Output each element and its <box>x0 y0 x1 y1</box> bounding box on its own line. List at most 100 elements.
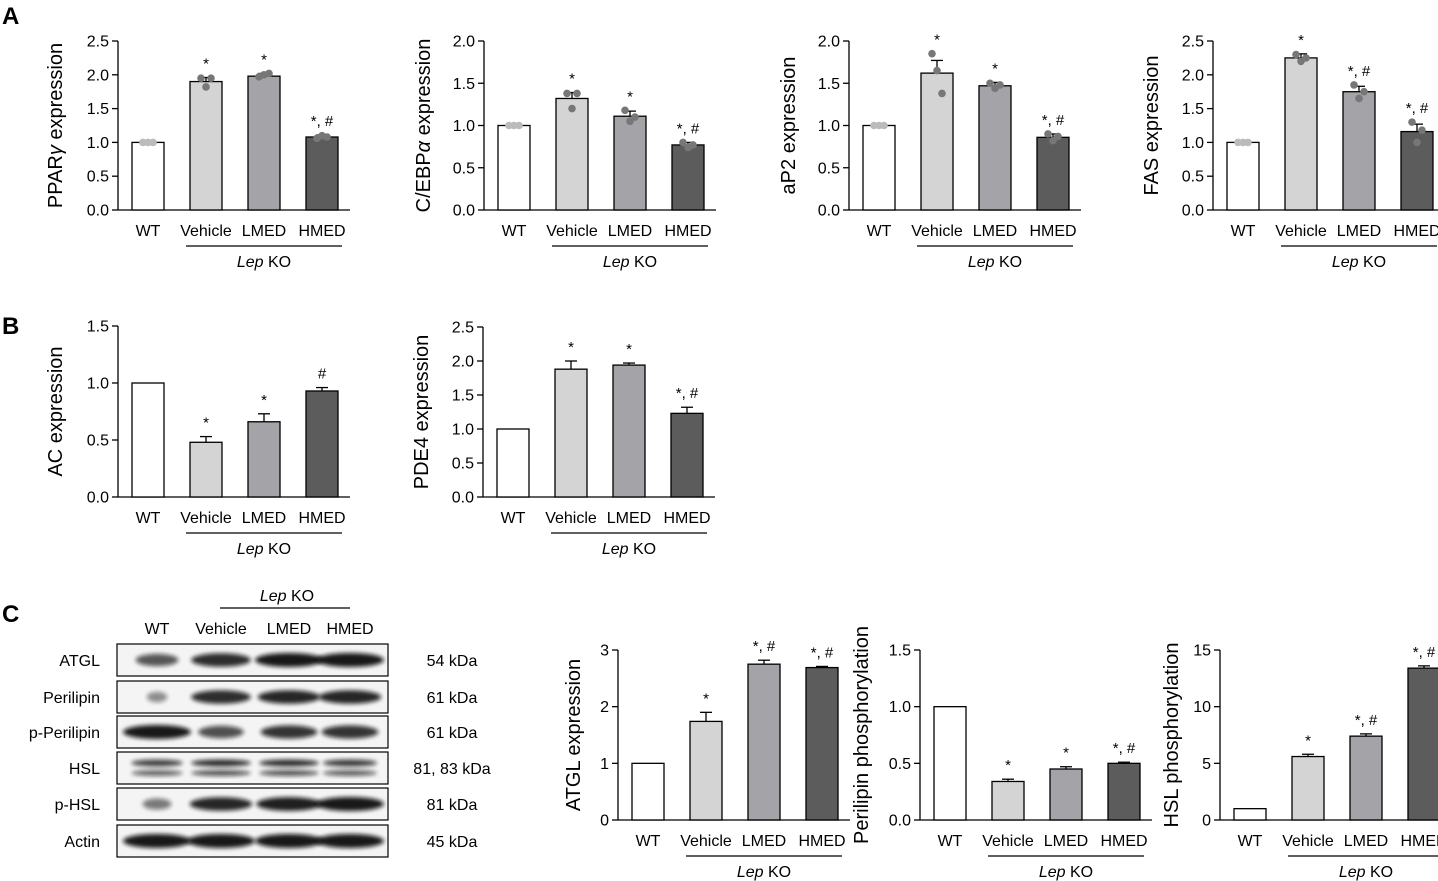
blot-band <box>135 653 179 667</box>
blot-band <box>198 725 244 739</box>
blot-band <box>323 770 377 776</box>
y-tick-label: 0.0 <box>452 490 474 507</box>
blot-band <box>131 759 183 767</box>
blot-band <box>323 759 377 767</box>
x-tick-label: HMED <box>664 223 711 240</box>
data-point <box>197 74 205 82</box>
significance-label: *, # <box>753 638 776 655</box>
bar-hmed <box>671 144 705 211</box>
x-tick-label: WT <box>501 510 526 527</box>
y-axis-label-part: expression <box>413 39 435 141</box>
data-point <box>323 133 331 141</box>
bar-lmed <box>978 85 1012 211</box>
data-point <box>515 121 523 130</box>
data-point <box>1244 138 1252 147</box>
significance-label: * <box>203 56 209 73</box>
blot-band <box>123 725 191 739</box>
y-axis-label: FAS expression <box>1141 55 1163 195</box>
significance-label: * <box>568 339 574 356</box>
y-tick-label: 0.5 <box>452 456 474 473</box>
significance-label: * <box>261 392 267 409</box>
y-tick-label: 0.0 <box>818 203 840 220</box>
significance-label: *, # <box>1113 740 1136 757</box>
y-tick-label: 0.0 <box>87 490 109 507</box>
y-tick-label: 2 <box>600 699 609 716</box>
y-tick-label: 1.0 <box>453 118 475 135</box>
blot-band <box>146 691 168 703</box>
blot-group-italic: Lep <box>260 588 287 605</box>
group-label-rest: KO <box>764 864 792 881</box>
blot-strip-hsl <box>116 751 389 785</box>
group-label-rest: KO <box>630 254 658 271</box>
x-tick-label: LMED <box>1337 223 1381 240</box>
y-tick-label: 0 <box>1202 813 1211 830</box>
group-label: Lep KO <box>237 541 291 558</box>
group-label-rest: KO <box>264 541 292 558</box>
bar-wt <box>497 124 531 211</box>
chart-fas: 0.0 0.5 1.0 1.5 2.0 2.5 FAS expression WT * Vehic… <box>1141 32 1438 271</box>
y-tick-label: 0.5 <box>889 756 911 773</box>
group-label-rest: KO <box>264 254 292 271</box>
data-point <box>563 89 571 98</box>
x-tick-label: Vehicle <box>982 833 1034 850</box>
data-point <box>986 79 994 88</box>
blot-band <box>256 797 322 811</box>
y-axis-label: HSL phosphorylation <box>1161 643 1183 828</box>
y-tick-label: 1.5 <box>453 76 475 93</box>
blot-kda-label: 81, 83 kDa <box>413 761 490 778</box>
x-tick-label: Vehicle <box>545 510 597 527</box>
group-label-italic: Lep <box>602 541 629 558</box>
y-tick-label: 2.0 <box>818 34 840 51</box>
significance-label: *, # <box>1406 100 1429 117</box>
panel-label-c: C <box>2 601 19 628</box>
western-blot: WT Vehicle LMED HMED Lep KO ATGL 54 kDa Perilip… <box>29 588 491 858</box>
data-point <box>933 66 941 75</box>
blot-band <box>316 834 384 848</box>
x-tick-label: HMED <box>1393 223 1438 240</box>
blot-column-label: HMED <box>326 621 373 638</box>
group-label-italic: Lep <box>1332 254 1359 271</box>
x-tick-label: WT <box>1238 833 1263 850</box>
x-tick-label: Vehicle <box>680 833 732 850</box>
blot-band <box>259 759 319 767</box>
panel-label-b: B <box>2 313 19 340</box>
blot-protein-label: p-HSL <box>55 797 100 814</box>
significance-label: * <box>627 88 633 105</box>
significance-label: * <box>569 71 575 88</box>
data-point <box>679 138 687 147</box>
data-point <box>1418 126 1426 135</box>
x-tick-label: WT <box>136 510 161 527</box>
significance-label: * <box>934 32 940 49</box>
y-axis-label-part: ATGL expression <box>563 659 585 811</box>
bar-vehicle <box>189 441 223 498</box>
y-tick-label: 1.0 <box>87 135 109 152</box>
x-tick-label: WT <box>867 223 892 240</box>
blot-column-label: WT <box>145 621 170 638</box>
group-label-rest: KO <box>1066 864 1094 881</box>
x-tick-label: WT <box>502 223 527 240</box>
bar-vehicle <box>689 720 723 821</box>
group-label: Lep KO <box>1039 864 1093 881</box>
blot-band <box>318 690 382 704</box>
y-tick-label: 1.5 <box>1182 101 1204 118</box>
y-axis-label: aP2 expression <box>778 57 800 195</box>
group-label: Lep KO <box>737 864 791 881</box>
y-axis-label-part: C/EBP <box>413 152 435 212</box>
significance-label: *, # <box>311 113 334 130</box>
blot-band <box>321 725 379 739</box>
group-label: Lep KO <box>1339 864 1393 881</box>
y-tick-label: 1.5 <box>889 643 911 660</box>
data-point <box>1413 138 1421 147</box>
y-tick-label: 3 <box>600 643 609 660</box>
y-axis-label: PDE4 expression <box>411 335 433 490</box>
data-point <box>207 74 215 82</box>
y-tick-label: 0.5 <box>818 160 840 177</box>
chart-ppar: 0.0 0.5 1.0 1.5 2.0 2.5 PPARγ expression WT * Veh… <box>45 34 350 271</box>
chart-atgl: 0 1 2 3 ATGL expression WT * Vehicle *, # LMED *, … <box>563 638 850 881</box>
blot-band <box>316 797 384 811</box>
bar-hmed <box>1107 762 1141 821</box>
blot-band <box>123 834 191 848</box>
blot-band <box>187 834 255 848</box>
group-label: Lep KO <box>1332 254 1386 271</box>
blot-group-rest: KO <box>287 588 315 605</box>
